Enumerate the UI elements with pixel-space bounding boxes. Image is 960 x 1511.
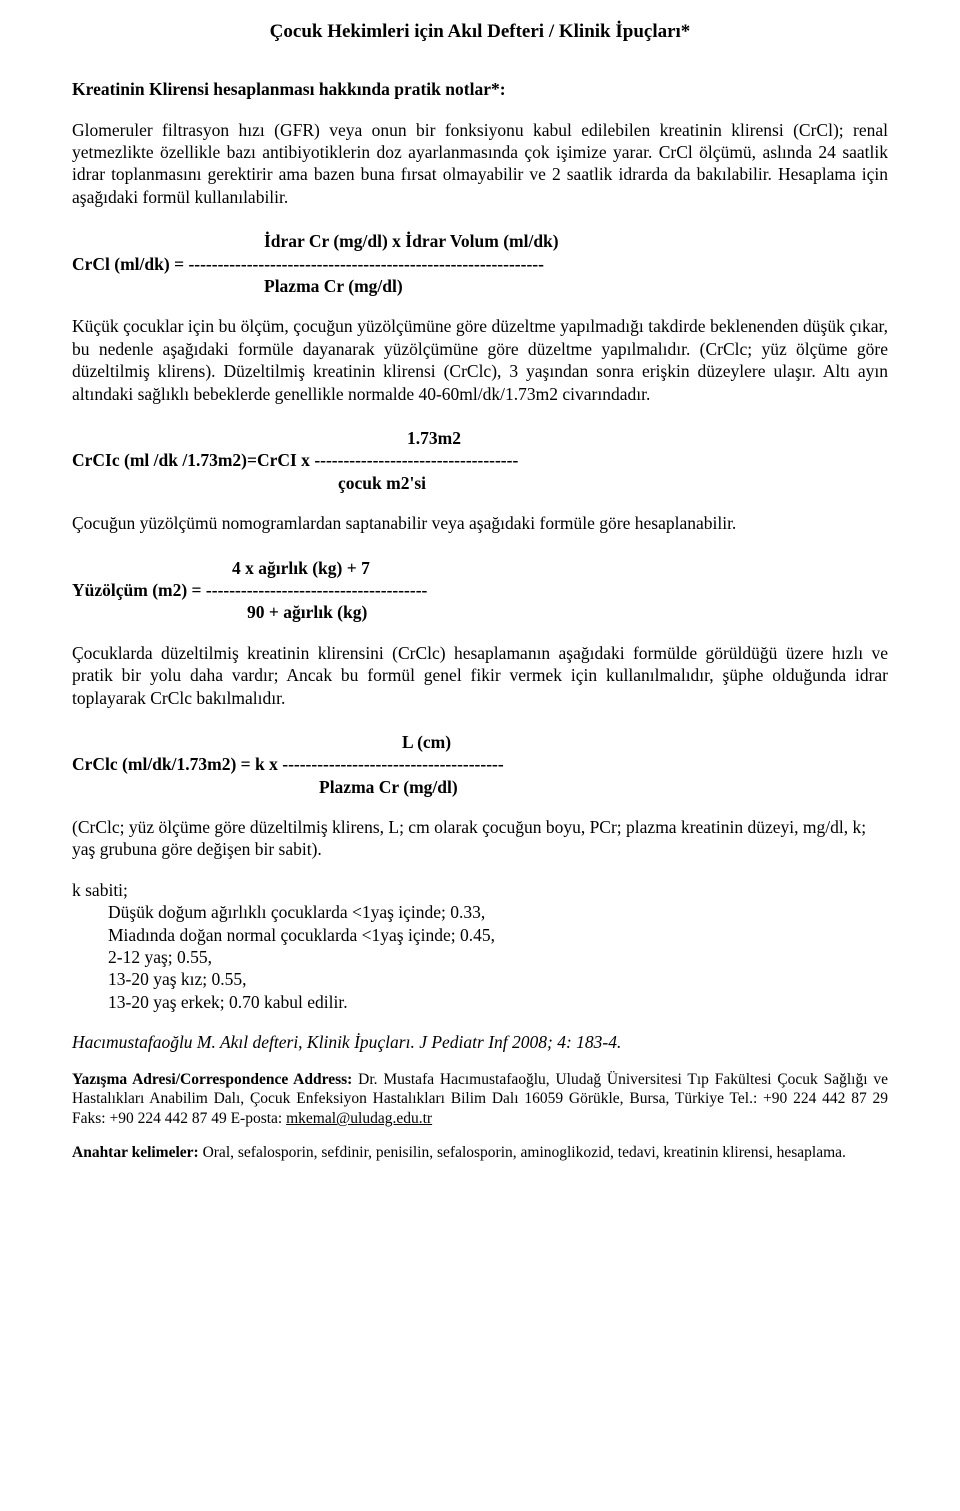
k-constant-list: Düşük doğum ağırlıklı çocuklarda <1yaş i… [72,901,888,1013]
reference-citation: Hacımustafaoğlu M. Akıl defteri, Klinik … [72,1031,888,1053]
formula-equation: CrCl (ml/dk) = -------------------------… [72,253,888,275]
subtitle: Kreatinin Klirensi hesaplanması hakkında… [72,78,888,100]
formula-equation: CrCIc (ml /dk /1.73m2)=CrCI x ----------… [72,449,888,471]
formula-crclc: L (cm) CrClc (ml/dk/1.73m2) = k x ------… [72,731,888,798]
formula-denominator: Plazma Cr (mg/dl) [72,275,888,297]
list-item: 13-20 yaş erkek; 0.70 kabul edilir. [108,991,888,1013]
list-item: Düşük doğum ağırlıklı çocuklarda <1yaş i… [108,901,888,923]
correspondence-label: Yazışma Adresi/Correspondence Address: [72,1071,358,1088]
formula-crcl: İdrar Cr (mg/dl) x İdrar Volum (ml/dk) C… [72,230,888,297]
formula-lhs: Yüzölçüm (m2) = [72,580,206,600]
formula-numerator: 1.73m2 [72,427,888,449]
formula-numerator: L (cm) [72,731,888,753]
list-item: Miadında doğan normal çocuklarda <1yaş i… [108,924,888,946]
keywords-section: Anahtar kelimeler: Oral, sefalosporin, s… [72,1143,888,1163]
list-item: 13-20 yaş kız; 0.55, [108,968,888,990]
formula-denominator: 90 + ağırlık (kg) [72,601,888,623]
intro-paragraph: Glomeruler filtrasyon hızı (GFR) veya on… [72,119,888,209]
formula-denominator: çocuk m2'si [72,472,888,494]
formula-bsa: 4 x ağırlık (kg) + 7 Yüzölçüm (m2) = ---… [72,557,888,624]
keywords-label: Anahtar kelimeler: [72,1144,203,1161]
formula-dashes: ----------------------------------------… [188,254,544,274]
correspondence-address: Yazışma Adresi/Correspondence Address: D… [72,1070,888,1129]
document-page: Çocuk Hekimleri için Akıl Defteri / Klin… [0,0,960,1187]
page-title: Çocuk Hekimleri için Akıl Defteri / Klin… [72,20,888,44]
formula-lhs: CrClc (ml/dk/1.73m2) = k x [72,754,282,774]
formula-dashes: -------------------------------------- [282,754,503,774]
k-constant-title: k sabiti; [72,879,888,901]
formula-denominator: Plazma Cr (mg/dl) [72,776,888,798]
formula-equation: Yüzölçüm (m2) = ------------------------… [72,579,888,601]
paragraph-3: Çocuğun yüzölçümü nomogramlardan saptana… [72,512,888,534]
formula-dashes: -------------------------------------- [206,580,427,600]
formula-lhs: CrCIc (ml /dk /1.73m2)=CrCI x [72,450,314,470]
keywords-text: Oral, sefalosporin, sefdinir, penisilin,… [203,1144,846,1161]
paragraph-5: (CrClc; yüz ölçüme göre düzeltilmiş klir… [72,816,888,861]
formula-numerator: İdrar Cr (mg/dl) x İdrar Volum (ml/dk) [72,230,888,252]
correspondence-email[interactable]: mkemal@uludag.edu.tr [286,1110,432,1127]
formula-lhs: CrCl (ml/dk) = [72,254,188,274]
formula-crcic: 1.73m2 CrCIc (ml /dk /1.73m2)=CrCI x ---… [72,427,888,494]
paragraph-4: Çocuklarda düzeltilmiş kreatinin klirens… [72,642,888,709]
formula-equation: CrClc (ml/dk/1.73m2) = k x -------------… [72,753,888,775]
paragraph-2: Küçük çocuklar için bu ölçüm, çocuğun yü… [72,315,888,405]
list-item: 2-12 yaş; 0.55, [108,946,888,968]
formula-numerator: 4 x ağırlık (kg) + 7 [72,557,888,579]
formula-dashes: ----------------------------------- [314,450,518,470]
